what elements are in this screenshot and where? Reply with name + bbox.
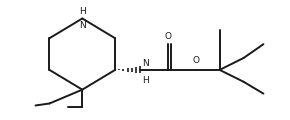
Text: O: O	[192, 56, 199, 65]
Text: O: O	[164, 32, 171, 41]
Text: N: N	[79, 21, 86, 30]
Text: H: H	[79, 6, 86, 15]
Text: N: N	[142, 59, 149, 68]
Text: H: H	[142, 76, 149, 85]
